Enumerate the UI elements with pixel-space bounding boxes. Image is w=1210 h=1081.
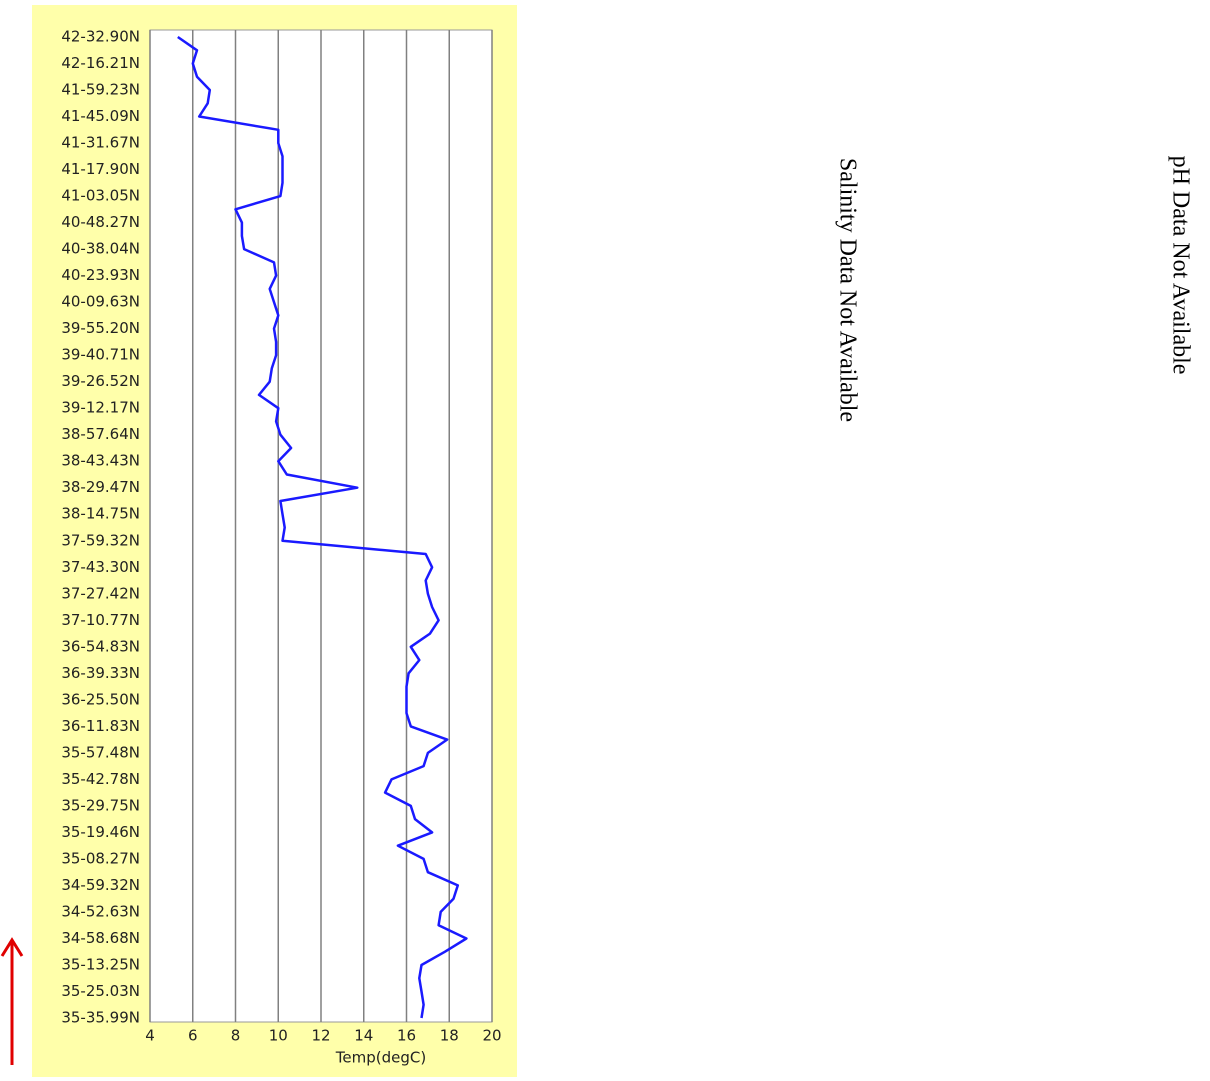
direction-arrow-head <box>0 937 24 957</box>
y-tick-label: 39-26.52N <box>61 372 140 390</box>
y-tick-label: 41-31.67N <box>61 134 140 152</box>
temperature-line <box>177 35 468 1019</box>
y-tick-label: 37-59.32N <box>61 531 140 549</box>
y-tick-label: 34-58.68N <box>61 929 140 947</box>
y-tick-label: 34-52.63N <box>61 902 140 920</box>
y-tick-label: 41-59.23N <box>61 81 140 99</box>
x-tick-label: 18 <box>440 1027 459 1045</box>
y-tick-label: 36-25.50N <box>61 690 140 708</box>
y-tick-label: 42-16.21N <box>61 54 140 72</box>
y-tick-label: 40-09.63N <box>61 293 140 311</box>
x-tick-label: 14 <box>354 1027 373 1045</box>
y-tick-label: 41-17.90N <box>61 160 140 178</box>
y-tick-label: 37-27.42N <box>61 584 140 602</box>
x-tick-label: 6 <box>188 1027 198 1045</box>
y-tick-label: 35-25.03N <box>61 982 140 1000</box>
y-tick-label: 41-03.05N <box>61 187 140 205</box>
y-tick-label: 36-11.83N <box>61 717 140 735</box>
y-tick-label: 37-10.77N <box>61 611 140 629</box>
y-tick-label: 35-35.99N <box>61 1009 140 1027</box>
y-tick-label: 39-12.17N <box>61 399 140 417</box>
y-tick-label: 40-23.93N <box>61 266 140 284</box>
y-tick-label: 40-38.04N <box>61 240 140 258</box>
y-tick-label: 40-48.27N <box>61 213 140 231</box>
x-axis-label: Temp(degC) <box>335 1049 426 1067</box>
x-tick-label: 4 <box>145 1027 155 1045</box>
y-tick-label: 38-43.43N <box>61 452 140 470</box>
y-tick-label: 38-14.75N <box>61 505 140 523</box>
x-tick-label: 12 <box>311 1027 330 1045</box>
y-tick-label: 35-42.78N <box>61 770 140 788</box>
y-tick-label: 36-39.33N <box>61 664 140 682</box>
salinity-note: Salinity Data Not Available <box>834 158 860 422</box>
x-tick-label: 10 <box>269 1027 288 1045</box>
y-tick-label: 35-13.25N <box>61 955 140 973</box>
ph-note: pH Data Not Available <box>1167 156 1193 375</box>
x-tick-label: 20 <box>482 1027 501 1045</box>
x-tick-label: 8 <box>231 1027 241 1045</box>
y-tick-label: 34-59.32N <box>61 876 140 894</box>
y-tick-label: 35-29.75N <box>61 796 140 814</box>
x-tick-label: 16 <box>397 1027 416 1045</box>
y-tick-label: 35-19.46N <box>61 823 140 841</box>
y-tick-label: 35-57.48N <box>61 743 140 761</box>
y-tick-label: 38-29.47N <box>61 478 140 496</box>
y-tick-label: 38-57.64N <box>61 425 140 443</box>
y-tick-label: 36-54.83N <box>61 637 140 655</box>
y-tick-label: 37-43.30N <box>61 558 140 576</box>
y-tick-label: 35-08.27N <box>61 849 140 867</box>
y-tick-label: 41-45.09N <box>61 107 140 125</box>
y-tick-label: 42-32.90N <box>61 28 140 46</box>
y-tick-label: 39-40.71N <box>61 346 140 364</box>
y-tick-label: 39-55.20N <box>61 319 140 337</box>
